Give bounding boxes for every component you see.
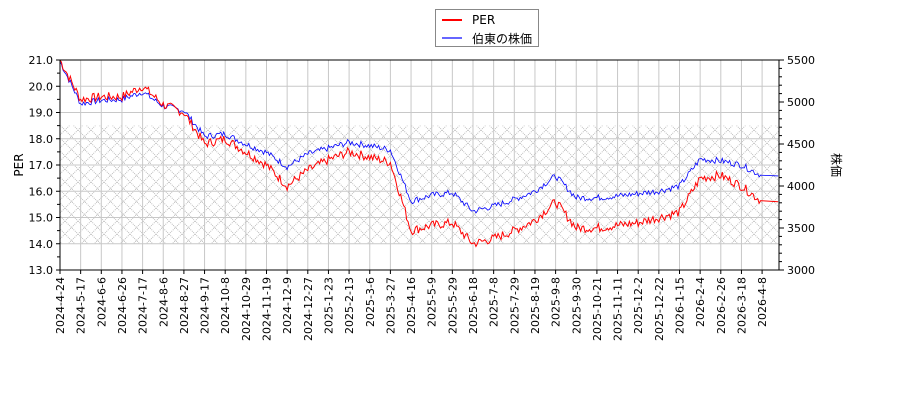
svg-text:2025-1-23: 2025-1-23 — [322, 277, 335, 334]
svg-text:2025-5-29: 2025-5-29 — [446, 277, 459, 334]
legend-item-per: PER — [442, 12, 495, 28]
data-lines — [59, 59, 779, 248]
svg-text:2025-9-8: 2025-9-8 — [550, 277, 563, 327]
svg-text:2026-2-4: 2026-2-4 — [694, 277, 707, 327]
svg-text:2025-11-11: 2025-11-11 — [612, 277, 625, 341]
svg-text:3500: 3500 — [787, 222, 815, 235]
svg-text:2024-8-6: 2024-8-6 — [157, 277, 170, 327]
svg-text:4000: 4000 — [787, 180, 815, 193]
svg-text:2026-4-8: 2026-4-8 — [756, 277, 769, 327]
svg-text:2025-3-6: 2025-3-6 — [364, 277, 377, 327]
legend-swatch-blue-icon — [442, 37, 462, 39]
svg-text:13.0: 13.0 — [29, 264, 54, 277]
per-line — [59, 59, 779, 248]
svg-text:21.0: 21.0 — [29, 54, 54, 67]
svg-text:20.0: 20.0 — [29, 80, 54, 93]
svg-text:2024-10-8: 2024-10-8 — [219, 277, 232, 334]
legend-item-price: 伯東の株価 — [442, 30, 532, 46]
svg-text:5500: 5500 — [787, 54, 815, 67]
svg-text:株価: 株価 — [829, 153, 844, 177]
svg-text:2025-7-29: 2025-7-29 — [508, 277, 521, 334]
axes: 13.0 14.0 15.0 16.0 17.0 18.0 19.0 20.0 21.0 3000… — [12, 54, 844, 341]
svg-text:15.0: 15.0 — [29, 212, 54, 225]
svg-text:2025-8-19: 2025-8-19 — [529, 277, 542, 334]
svg-text:2026-3-18: 2026-3-18 — [735, 277, 748, 334]
svg-text:PER: PER — [12, 153, 26, 176]
svg-text:2024-5-17: 2024-5-17 — [75, 277, 88, 334]
svg-text:2024-12-9: 2024-12-9 — [281, 277, 294, 334]
svg-text:2024-10-29: 2024-10-29 — [240, 277, 253, 341]
svg-text:2024-9-17: 2024-9-17 — [199, 277, 212, 334]
svg-text:2025-5-9: 2025-5-9 — [426, 277, 439, 327]
svg-text:16.0: 16.0 — [29, 185, 54, 198]
svg-text:2024-6-26: 2024-6-26 — [116, 277, 129, 334]
svg-text:17.0: 17.0 — [29, 159, 54, 172]
legend: PER 伯東の株価 — [435, 9, 539, 47]
legend-label-price: 伯東の株価 — [472, 31, 533, 46]
svg-text:2025-4-16: 2025-4-16 — [405, 277, 418, 334]
svg-text:5000: 5000 — [787, 96, 815, 109]
svg-text:2024-8-27: 2024-8-27 — [178, 277, 191, 334]
svg-text:2026-1-15: 2026-1-15 — [674, 277, 687, 334]
svg-text:2025-9-30: 2025-9-30 — [570, 277, 583, 334]
svg-text:2026-2-26: 2026-2-26 — [715, 277, 728, 334]
svg-text:2024-4-24: 2024-4-24 — [54, 277, 67, 334]
svg-text:2024-11-19: 2024-11-19 — [261, 277, 274, 341]
svg-text:2025-2-13: 2025-2-13 — [343, 277, 356, 334]
svg-text:2025-10-21: 2025-10-21 — [591, 277, 604, 341]
svg-text:18.0: 18.0 — [29, 133, 54, 146]
svg-text:2025-6-18: 2025-6-18 — [467, 277, 480, 334]
svg-text:2024-7-17: 2024-7-17 — [137, 277, 150, 334]
legend-swatch-red-icon — [442, 19, 462, 21]
svg-text:3000: 3000 — [787, 264, 815, 277]
svg-text:2025-3-27: 2025-3-27 — [384, 277, 397, 334]
grid-lines — [59, 59, 779, 271]
svg-text:14.0: 14.0 — [29, 238, 54, 251]
svg-text:2024-6-6: 2024-6-6 — [95, 277, 108, 327]
svg-text:2025-7-8: 2025-7-8 — [488, 277, 501, 327]
svg-text:4500: 4500 — [787, 138, 815, 151]
svg-text:2025-12-22: 2025-12-22 — [653, 277, 666, 341]
svg-text:2025-12-2: 2025-12-2 — [632, 277, 645, 334]
svg-text:19.0: 19.0 — [29, 107, 54, 120]
legend-label-per: PER — [472, 13, 496, 27]
svg-text:2024-12-27: 2024-12-27 — [302, 277, 315, 341]
